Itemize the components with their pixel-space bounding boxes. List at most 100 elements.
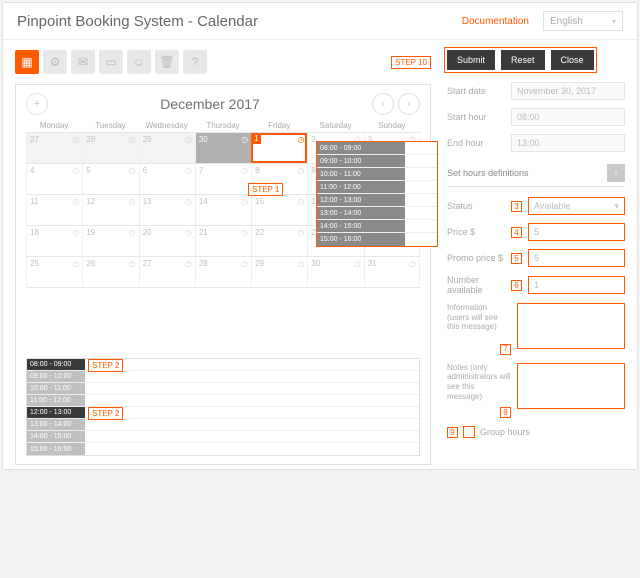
header: Pinpoint Booking System - Calendar Docum… [3,3,637,40]
start-date-label: Start date [447,86,505,96]
action-buttons: Submit Reset Close [447,50,594,70]
prev-month-button[interactable]: ‹ [372,93,394,115]
number-input[interactable]: 1 [528,276,625,294]
info-label: Information (users will see this message… [447,303,511,332]
calendar-day[interactable]: 27◷ [26,133,82,163]
badge-3: 3 [511,201,522,212]
hour-list-row[interactable]: 08:00 - 09:00 [27,359,419,371]
calendar-day[interactable]: 14◷ [195,195,251,225]
calendar-day[interactable]: 20◷ [139,226,195,256]
promo-label: Promo price $ [447,253,505,263]
reset-button[interactable]: Reset [501,50,545,70]
calendar-day[interactable]: 29◷ [139,133,195,163]
day-of-week: Monday [26,115,82,132]
price-input[interactable]: 5 [528,223,625,241]
calendar-day[interactable]: 25◷ [26,257,82,287]
price-label: Price $ [447,227,505,237]
popup-hour-row[interactable]: 14:00 - 15:00 [317,220,437,233]
calendar-day[interactable]: 29◷ [251,257,307,287]
info-textarea[interactable] [517,303,625,349]
hour-list-row[interactable]: 11:00 - 12:00 [27,395,419,407]
calendar-day[interactable]: 27◷ [139,257,195,287]
calendar-day[interactable]: 6◷ [139,164,195,194]
promo-input[interactable]: 5 [528,249,625,267]
day-of-week: Saturday [307,115,363,132]
day-of-week: Thursday [195,115,251,132]
popup-hour-row[interactable]: 08:00 - 09:00 [317,142,437,155]
calendar-day[interactable]: 15◷ [251,195,307,225]
calendar-day[interactable]: 18◷ [26,226,82,256]
status-select[interactable]: Available▾ [528,197,625,215]
day-of-week: Tuesday [82,115,138,132]
step2-badge-1: STEP 2 [88,359,123,372]
next-month-button[interactable]: › [398,93,420,115]
badge-4: 4 [511,227,522,238]
close-button[interactable]: Close [551,50,594,70]
popup-hour-row[interactable]: 09:00 - 10:00 [317,155,437,168]
help-icon[interactable]: ? [183,50,207,74]
toolbar: ▦ ⚙ ✉ ▭ ☺ 🗑 ? [15,50,207,74]
day-of-week: Sunday [364,115,420,132]
step2-badge-2: STEP 2 [88,407,123,420]
hour-list-row[interactable]: 13:00 - 14:00 [27,419,419,431]
submit-button[interactable]: Submit [447,50,495,70]
hour-list-row[interactable]: 12:00 - 13:00 [27,407,419,419]
calendar-day[interactable]: 21◷ [195,226,251,256]
number-label: Number available [447,275,505,295]
badge-9: 9 [447,427,458,438]
calendar-day[interactable]: 26◷ [82,257,138,287]
calendar-title: December 2017 [160,96,260,112]
briefcase-icon[interactable]: ▭ [99,50,123,74]
upload-icon[interactable]: ↑ [607,164,625,182]
language-select[interactable]: English [543,11,623,31]
hour-list: 08:00 - 09:0009:00 - 10:0010:00 - 11:001… [26,358,420,456]
start-hour-input[interactable]: 08:00 [511,108,625,126]
calendar-day[interactable]: 5◷ [82,164,138,194]
step10-badge: STEP 10 [391,56,431,69]
popup-hour-row[interactable]: 10:00 - 11:00 [317,168,437,181]
end-hour-label: End hour [447,138,505,148]
calendar-icon[interactable]: ▦ [15,50,39,74]
start-date-input[interactable]: November 30, 2017 [511,82,625,100]
badge-7: 7 [500,344,511,355]
badge-8: 8 [500,407,511,418]
calendar-day[interactable]: 28◷ [82,133,138,163]
calendar-day[interactable]: 4◷ [26,164,82,194]
calendar-day[interactable]: 30◷ [307,257,363,287]
hours-popup: 08:00 - 09:0009:00 - 10:0010:00 - 11:001… [316,141,438,247]
hour-list-row[interactable]: 09:00 - 10:00 [27,371,419,383]
start-hour-label: Start hour [447,112,505,122]
add-month-button[interactable]: + [26,93,48,115]
calendar-day[interactable]: 12◷ [82,195,138,225]
popup-hour-row[interactable]: 13:00 - 14:00 [317,207,437,220]
hour-list-row[interactable]: 10:00 - 11:00 [27,383,419,395]
calendar-day[interactable]: 22◷ [251,226,307,256]
popup-hour-row[interactable]: 11:00 - 12:00 [317,181,437,194]
popup-hour-row[interactable]: 12:00 - 13:00 [317,194,437,207]
status-label: Status [447,201,505,211]
step1-badge: STEP 1 [248,183,283,196]
documentation-link[interactable]: Documentation [462,16,529,27]
user-icon[interactable]: ☺ [127,50,151,74]
calendar-day[interactable]: 13◷ [139,195,195,225]
end-hour-input[interactable]: 13:00 [511,134,625,152]
calendar-day[interactable]: 11◷ [26,195,82,225]
mail-icon[interactable]: ✉ [71,50,95,74]
page-title: Pinpoint Booking System - Calendar [17,13,258,30]
calendar-day[interactable]: 1◷ [251,133,307,163]
trash-icon[interactable]: 🗑 [155,50,179,74]
gear-icon[interactable]: ⚙ [43,50,67,74]
calendar-day[interactable]: 19◷ [82,226,138,256]
calendar-day[interactable]: 28◷ [195,257,251,287]
notes-label: Notes (only administrators will see this… [447,363,511,401]
hour-list-row[interactable]: 15:00 - 16:00 [27,443,419,455]
calendar-day[interactable]: 31◷ [364,257,420,287]
popup-hour-row[interactable]: 15:00 - 16:00 [317,233,437,246]
notes-textarea[interactable] [517,363,625,409]
hour-list-row[interactable]: 14:00 - 15:00 [27,431,419,443]
calendar-day[interactable]: 7◷ [195,164,251,194]
section-title: Set hours definitions [447,168,529,178]
calendar-day[interactable]: 30◷ [195,133,251,163]
group-hours-label: Group hours [480,427,530,437]
group-hours-checkbox[interactable] [463,426,475,438]
